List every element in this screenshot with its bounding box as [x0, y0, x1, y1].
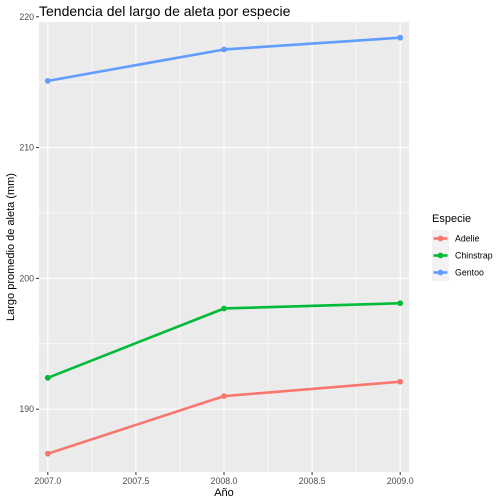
series-layer [44, 34, 404, 457]
x-tick-label: 2007.0 [34, 476, 61, 486]
x-tick-label: 2008.5 [299, 476, 326, 486]
legend: Especie Adelie Chinstrap Gentoo [432, 213, 493, 281]
data-point-adelie [397, 378, 404, 385]
x-axis-title: Año [214, 487, 234, 499]
legend-key-point-gentoo [437, 269, 444, 276]
data-point-gentoo [44, 77, 51, 84]
y-tick-label: 210 [19, 143, 34, 153]
data-point-gentoo [397, 34, 404, 41]
legend-key-point-adelie [437, 235, 444, 242]
chart-title: Tendencia del largo de aleta por especie [39, 3, 291, 19]
legend-label-chinstrap: Chinstrap [455, 251, 493, 261]
data-point-chinstrap [397, 300, 404, 307]
y-tick-label: 200 [19, 273, 34, 283]
y-axis-ticks: 190 200 210 220 [19, 12, 39, 414]
legend-label-gentoo: Gentoo [455, 268, 484, 278]
data-point-adelie [44, 450, 51, 457]
data-point-chinstrap [221, 305, 227, 312]
legend-key-point-chinstrap [437, 252, 444, 259]
x-tick-label: 2009.0 [387, 476, 414, 486]
x-tick-label: 2007.5 [122, 476, 149, 486]
y-tick-label: 190 [19, 404, 34, 414]
data-point-gentoo [221, 46, 227, 53]
legend-title: Especie [432, 213, 471, 225]
y-tick-label: 220 [19, 12, 34, 22]
y-axis-title: Largo promedio de aleta (mm) [5, 173, 17, 321]
legend-label-adelie: Adelie [455, 234, 480, 244]
major-gridlines [39, 16, 409, 472]
x-axis-ticks: 2007.0 2007.5 2008.0 2008.5 2009.0 [34, 472, 414, 486]
x-tick-label: 2008.0 [211, 476, 238, 486]
data-point-adelie [221, 393, 227, 400]
data-point-chinstrap [44, 374, 51, 381]
